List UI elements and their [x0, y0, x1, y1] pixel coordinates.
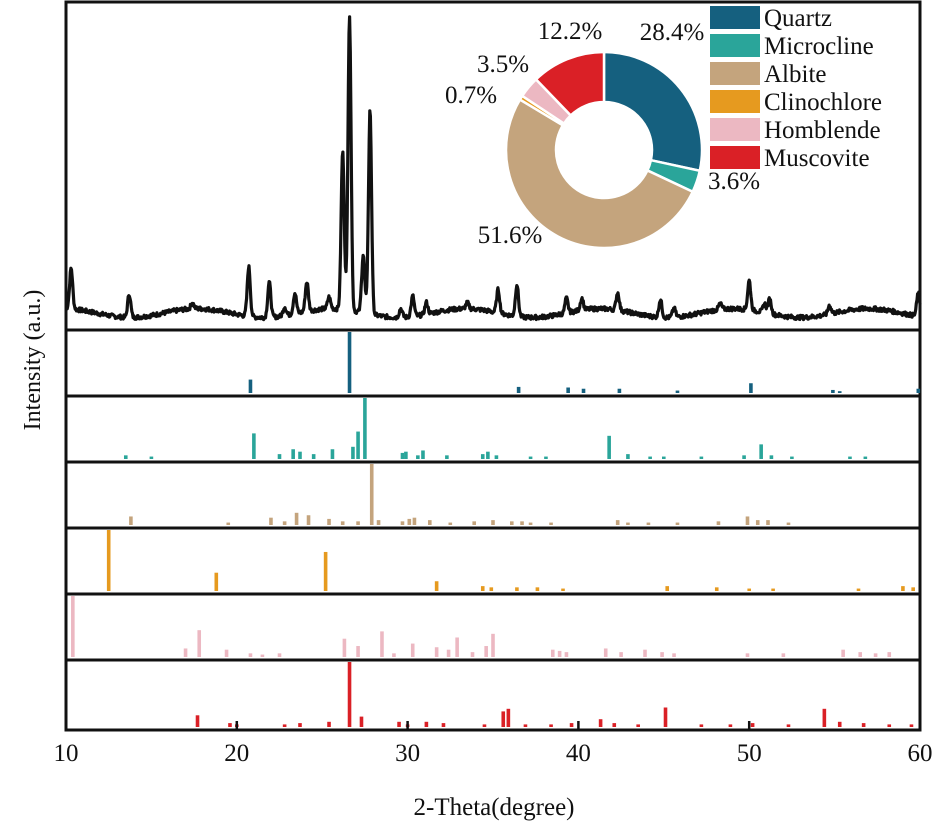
donut-label-quartz: 28.4% [640, 19, 705, 46]
x-tick-label: 20 [224, 740, 249, 767]
legend-label-quartz: Quartz [764, 5, 832, 32]
x-tick-label: 60 [908, 740, 933, 767]
legend-swatch-albite [710, 62, 760, 85]
legend-swatch-muscovite [710, 146, 760, 169]
donut-slice-muscovite [534, 50, 606, 118]
legend-swatch-clinochlore [710, 90, 760, 113]
legend-label-clinochlore: Clinochlore [764, 89, 882, 116]
reference-sticks [71, 332, 921, 727]
legend-label-homblende: Homblende [764, 117, 881, 144]
x-axis-label: 2-Theta(degree) [414, 794, 575, 821]
legend-label-muscovite: Muscovite [764, 145, 870, 172]
donut-label-homblende: 3.5% [477, 51, 529, 78]
x-tick-label: 10 [54, 740, 79, 767]
panels [64, 0, 922, 732]
x-tick-label: 50 [737, 740, 762, 767]
donut-label-albite: 51.6% [478, 222, 543, 249]
donut-slice-quartz [602, 50, 704, 173]
legend-label-albite: Albite [764, 61, 827, 88]
legend-swatch-microcline [710, 34, 760, 57]
phase-donut-chart: 28.4% 3.6% 51.6% 0.7% 3.5% 12.2% [445, 18, 760, 250]
x-axis: 10 20 30 40 50 60 [54, 721, 933, 767]
x-tick-label: 30 [395, 740, 420, 767]
donut-slice-albite [504, 97, 695, 250]
plot-frame [64, 0, 922, 732]
x-tick-label: 40 [566, 740, 591, 767]
donut-label-microcline: 3.6% [708, 168, 760, 195]
legend: QuartzMicroclineAlbiteClinochloreHomblen… [710, 5, 882, 172]
legend-swatch-quartz [710, 6, 760, 29]
donut-label-muscovite: 12.2% [538, 18, 603, 45]
legend-swatch-homblende [710, 118, 760, 141]
y-axis-label: Intensity (a.u.) [20, 290, 46, 431]
measured-pattern-line [64, 15, 922, 322]
donut-label-clinochlore: 0.7% [445, 82, 497, 109]
legend-label-microcline: Microcline [764, 33, 874, 60]
